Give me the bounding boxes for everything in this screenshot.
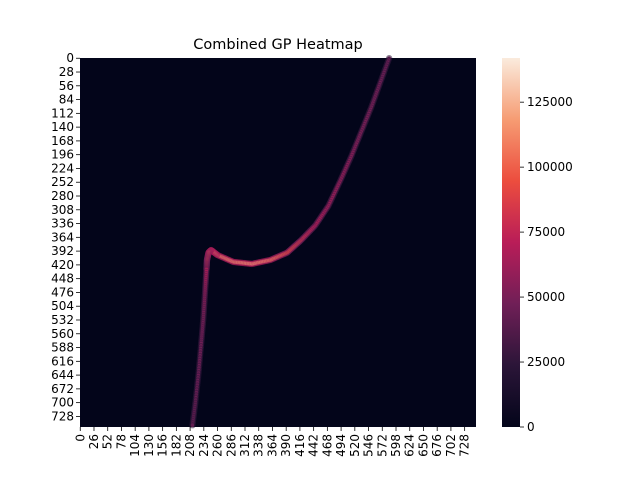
y-tick-label: 140 (51, 120, 74, 134)
x-tick-label: 598 (389, 434, 403, 457)
y-tick-label: 112 (51, 106, 74, 120)
x-tick-label: 182 (169, 434, 183, 457)
y-tick-label: 532 (51, 313, 74, 327)
x-tick-label: 156 (156, 434, 170, 457)
x-tick-label: 234 (197, 434, 211, 457)
heatmap-background (80, 58, 476, 427)
x-tick-label: 650 (416, 434, 430, 457)
y-tick-label: 504 (51, 299, 74, 313)
x-tick-label: 364 (265, 434, 279, 457)
x-tick-label: 416 (293, 434, 307, 457)
y-axis: 0285684112140168196224252280308336364392… (51, 51, 80, 423)
x-tick-label: 390 (279, 434, 293, 457)
y-tick-label: 84 (59, 93, 74, 107)
x-tick-label: 494 (334, 434, 348, 457)
y-tick-label: 700 (51, 396, 74, 410)
y-tick-label: 28 (59, 65, 74, 79)
x-tick-label: 78 (114, 434, 128, 449)
y-tick-label: 644 (51, 368, 74, 382)
chart-title: Combined GP Heatmap (193, 37, 362, 53)
x-tick-label: 312 (238, 434, 252, 457)
y-tick-label: 560 (51, 327, 74, 341)
colorbar-tick-label: 25000 (527, 355, 565, 369)
y-tick-label: 56 (59, 79, 74, 93)
x-tick-label: 702 (444, 434, 458, 457)
colorbar-tick-label: 125000 (527, 95, 573, 109)
y-tick-label: 616 (51, 354, 74, 368)
x-tick-label: 468 (320, 434, 334, 457)
colorbar-tick-label: 0 (527, 420, 535, 434)
x-tick-label: 26 (87, 434, 101, 449)
curve-point (190, 423, 195, 427)
y-tick-label: 196 (51, 148, 74, 162)
y-tick-label: 224 (51, 161, 74, 175)
x-tick-label: 624 (403, 434, 417, 457)
y-tick-label: 448 (51, 272, 74, 286)
x-tick-label: 286 (224, 434, 238, 457)
y-tick-label: 280 (51, 189, 74, 203)
x-tick-label: 130 (142, 434, 156, 457)
y-tick-label: 0 (66, 51, 74, 65)
x-tick-label: 442 (307, 434, 321, 457)
x-tick-label: 260 (211, 434, 225, 457)
y-tick-label: 728 (51, 409, 74, 423)
x-tick-label: 520 (348, 434, 362, 457)
x-tick-label: 0 (73, 434, 87, 442)
y-tick-label: 364 (51, 230, 74, 244)
colorbar-tick-label: 100000 (527, 160, 573, 174)
y-tick-label: 392 (51, 244, 74, 258)
heatmap-curve (189, 55, 393, 429)
y-tick-label: 476 (51, 285, 74, 299)
y-tick-label: 308 (51, 203, 74, 217)
colorbar (502, 58, 520, 427)
colorbar-axis: 0 25000 50000 75000 100000 125000 (520, 95, 573, 434)
x-tick-label: 52 (101, 434, 115, 449)
y-tick-label: 168 (51, 134, 74, 148)
x-tick-label: 572 (375, 434, 389, 457)
x-tick-label: 728 (458, 434, 472, 457)
x-axis: 0 26 52 78 104 130 156 182 208 234 260 286 312 338 364… (73, 427, 472, 457)
y-tick-label: 420 (51, 258, 74, 272)
y-tick-label: 336 (51, 217, 74, 231)
y-tick-label: 672 (51, 382, 74, 396)
y-tick-label: 252 (51, 175, 74, 189)
x-tick-label: 104 (128, 434, 142, 457)
x-tick-label: 676 (430, 434, 444, 457)
x-tick-label: 546 (362, 434, 376, 457)
y-tick-label: 588 (51, 341, 74, 355)
x-tick-label: 338 (252, 434, 266, 457)
x-tick-label: 208 (183, 434, 197, 457)
colorbar-tick-label: 50000 (527, 290, 565, 304)
colorbar-tick-label: 75000 (527, 225, 565, 239)
